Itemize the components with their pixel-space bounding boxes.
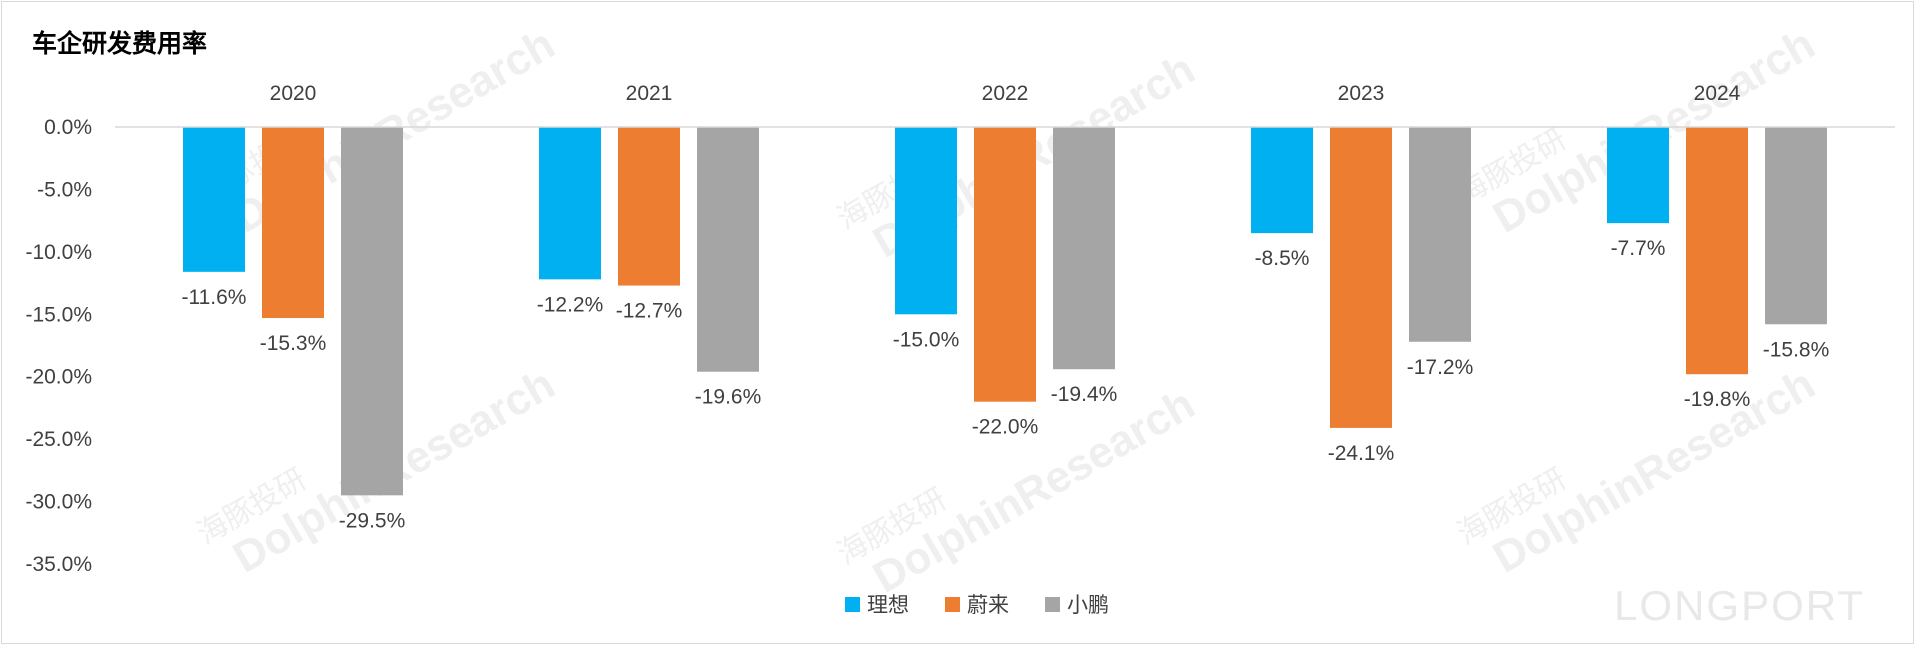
legend-label: 小鹏 <box>1067 593 1109 617</box>
y-tick-label: 0.0% <box>44 116 92 139</box>
longport-watermark: LONGPORT <box>1614 582 1865 629</box>
y-tick-label: -30.0% <box>25 491 92 514</box>
bar <box>697 127 759 372</box>
bar <box>974 127 1036 402</box>
data-label: -11.6% <box>182 286 247 309</box>
data-label: -29.5% <box>339 509 406 532</box>
data-label: -15.8% <box>1763 338 1830 361</box>
legend-label: 蔚来 <box>967 593 1009 617</box>
y-axis: 0.0% -5.0% -10.0% -15.0% -20.0% -25.0% -30.0% -… <box>25 116 92 576</box>
data-label: -12.7% <box>616 300 683 323</box>
bar <box>1686 127 1748 375</box>
data-label: -8.5% <box>1255 247 1310 270</box>
bar <box>341 127 403 496</box>
legend-swatch <box>845 597 860 612</box>
legend-swatch <box>1045 597 1060 612</box>
category-label: 2024 <box>1694 82 1741 105</box>
bar <box>262 127 324 319</box>
bar <box>1765 127 1827 325</box>
y-tick-label: -10.0% <box>25 241 92 264</box>
category-labels: 2020 2021 2022 2023 2024 <box>270 82 1741 105</box>
legend: 理想 蔚来 小鹏 <box>845 593 1109 617</box>
y-tick-label: -25.0% <box>25 428 92 451</box>
watermark-en: DolphinResearch <box>1485 359 1823 582</box>
bar <box>1251 127 1313 234</box>
watermark-en: DolphinResearch <box>865 379 1203 602</box>
data-label: -24.1% <box>1328 442 1395 465</box>
bar <box>183 127 245 272</box>
category-label: 2022 <box>982 82 1029 105</box>
category-label: 2023 <box>1338 82 1385 105</box>
legend-swatch <box>945 597 960 612</box>
chart-title: 车企研发费用率 <box>32 29 208 58</box>
data-label: -19.4% <box>1051 383 1118 406</box>
y-tick-label: -20.0% <box>25 366 92 389</box>
bar <box>1053 127 1115 370</box>
bar <box>539 127 601 280</box>
y-tick-label: -15.0% <box>25 303 92 326</box>
data-labels: -11.6% -15.3% -29.5% -12.2% -12.7% -19.6% -15.… <box>182 237 1830 532</box>
category-label: 2021 <box>626 82 673 105</box>
bar <box>1607 127 1669 224</box>
y-tick-label: -35.0% <box>25 553 92 576</box>
bar <box>1330 127 1392 428</box>
data-label: -15.0% <box>893 328 960 351</box>
bar <box>1409 127 1471 342</box>
bar <box>895 127 957 315</box>
data-label: -15.3% <box>260 332 327 355</box>
data-label: -7.7% <box>1611 237 1666 260</box>
data-label: -17.2% <box>1407 356 1474 379</box>
data-label: -19.8% <box>1684 388 1751 411</box>
legend-label: 理想 <box>867 593 909 617</box>
category-label: 2020 <box>270 82 317 105</box>
data-label: -19.6% <box>695 386 762 409</box>
data-label: -22.0% <box>972 416 1039 439</box>
y-tick-label: -5.0% <box>37 178 92 201</box>
bar <box>618 127 680 286</box>
data-label: -12.2% <box>537 293 604 316</box>
bars <box>183 127 1827 496</box>
